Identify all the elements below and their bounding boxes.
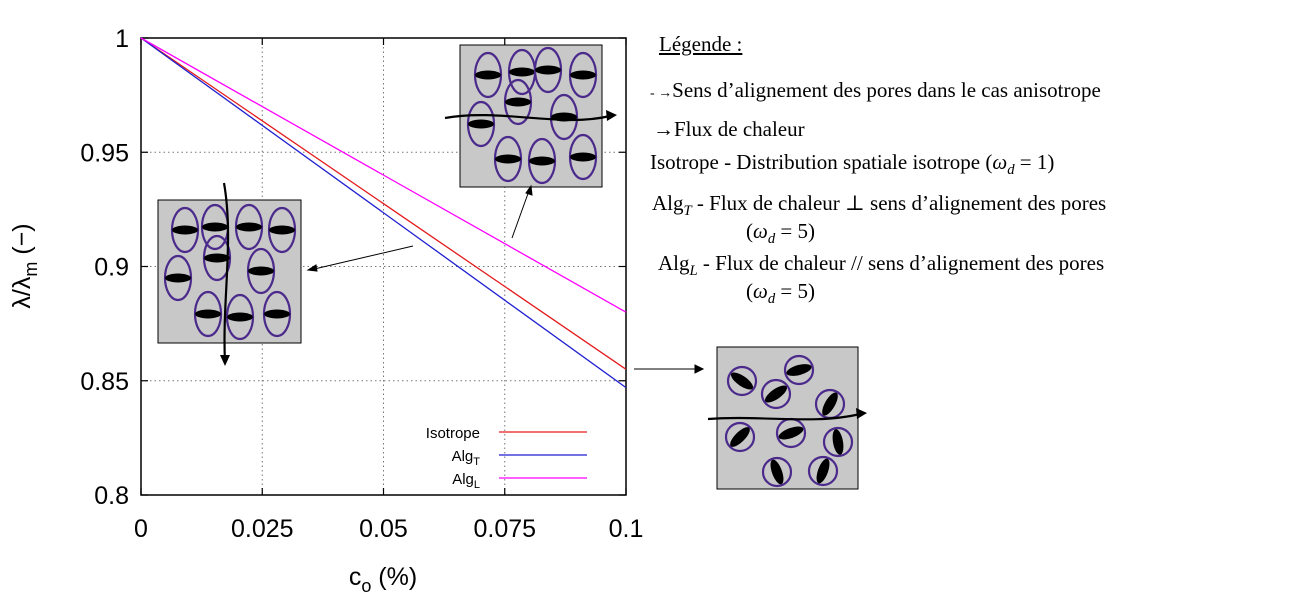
pore-core: [248, 266, 274, 276]
legend-note-title: Légende :: [659, 32, 743, 56]
panel-background: [157, 199, 302, 344]
pore-outline: [783, 354, 815, 386]
pore-core: [570, 152, 596, 162]
x-tick-label: 0.025: [231, 515, 294, 543]
legend-note-alg-t-omega: (ωd = 5): [746, 219, 816, 248]
pointer-arrowhead-alg-t: [306, 264, 318, 272]
x-tick-label: 0.075: [473, 515, 536, 543]
pore-core: [570, 70, 596, 80]
pore-core: [509, 67, 535, 77]
pore-core: [495, 154, 521, 164]
pointer-arrowhead-alg-l: [525, 184, 533, 196]
legend-note-heat-flux: →Flux de chaleur: [653, 117, 805, 141]
pointer-arrowhead-isotrope: [694, 364, 705, 374]
heat-flux-arrowhead: [856, 408, 867, 419]
legend-note-isotrope: Isotrope - Distribution spatiale isotrop…: [650, 150, 1055, 179]
pore-core: [172, 225, 198, 235]
y-tick-label: 0.95: [80, 139, 129, 167]
heat-flux-arrowhead: [606, 110, 617, 121]
legend-entry-label: Isotrope: [426, 425, 480, 442]
pore-core: [816, 458, 830, 484]
legend-note-alg-l: AlgL - Flux de chaleur // sens d’alignem…: [658, 251, 1105, 280]
pore-illustrations: [157, 44, 867, 490]
pore-core: [195, 309, 221, 319]
pore-core: [204, 253, 230, 263]
series-lines: [140, 37, 627, 389]
y-axis-label: λ/λm (−): [8, 223, 41, 308]
legend-entry-label: AlgT: [452, 448, 481, 468]
pore-core: [227, 312, 253, 322]
pore-outline: [807, 455, 839, 487]
arrow-right-icon: →: [653, 117, 674, 141]
legend-note-alignment: - →Sens d’alignement des pores dans le c…: [650, 78, 1101, 102]
y-tick-label: 0.9: [94, 254, 129, 282]
y-tick-label: 0.8: [94, 482, 129, 510]
pore-core: [764, 385, 788, 403]
pore-outline: [724, 421, 756, 453]
heat-flux-arrow: [222, 182, 230, 363]
plot-legend: Isotrope AlgT AlgL: [426, 425, 587, 491]
legend-note-alg-t: AlgT - Flux de chaleur ⊥ sens d’aligneme…: [652, 191, 1107, 220]
pore-outline: [822, 426, 854, 458]
pore-outline: [760, 378, 792, 410]
axis-ticks: 0 0.025 0.05 0.075 0.1 0.8 0.85 0.9 0.95 1: [80, 25, 643, 543]
y-tick-label: 1: [115, 25, 129, 53]
dashed-arrow-icon: - →: [650, 86, 673, 101]
pore-core: [832, 429, 844, 455]
pore-core: [529, 156, 555, 166]
pore-core: [202, 222, 228, 232]
heat-flux-arrow: [444, 113, 611, 122]
pore-core: [822, 392, 838, 416]
pore-core: [264, 309, 290, 319]
series-line-isotrope: [140, 37, 627, 370]
pore-outline: [761, 456, 793, 488]
y-tick-label: 0.85: [80, 368, 129, 396]
heat-flux-arrowhead: [220, 355, 230, 366]
legend-note-alg-l-omega: (ωd = 5): [746, 279, 816, 308]
illustration-alg-t: [157, 182, 302, 366]
illustration-alg-l: [444, 44, 617, 188]
illustration-isotrope: [707, 346, 867, 490]
pore-core: [505, 97, 531, 107]
pore-core: [269, 225, 295, 235]
pore-core: [468, 119, 494, 129]
pore-core: [730, 427, 750, 447]
x-tick-label: 0.05: [359, 515, 408, 543]
pore-core: [778, 426, 804, 440]
pore-core: [165, 273, 191, 283]
pore-core: [475, 70, 501, 80]
series-line-algl: [140, 37, 627, 313]
pointer-arrow-alg-t: [309, 245, 414, 271]
pointer-arrow-alg-l: [511, 187, 531, 239]
pore-core: [236, 222, 262, 232]
series-line-algt: [140, 37, 627, 389]
pore-core: [730, 372, 754, 390]
heat-flux-arrow: [707, 412, 861, 421]
x-tick-label: 0.1: [609, 515, 644, 543]
pore-core: [786, 364, 812, 376]
x-tick-label: 0: [134, 515, 148, 543]
pointer-arrows: [306, 184, 705, 374]
pore-core: [535, 65, 561, 75]
x-axis-label: co (%): [349, 563, 417, 596]
pore-core: [770, 459, 784, 485]
legend-entry-label: AlgL: [452, 471, 480, 491]
pore-outline: [726, 365, 758, 397]
